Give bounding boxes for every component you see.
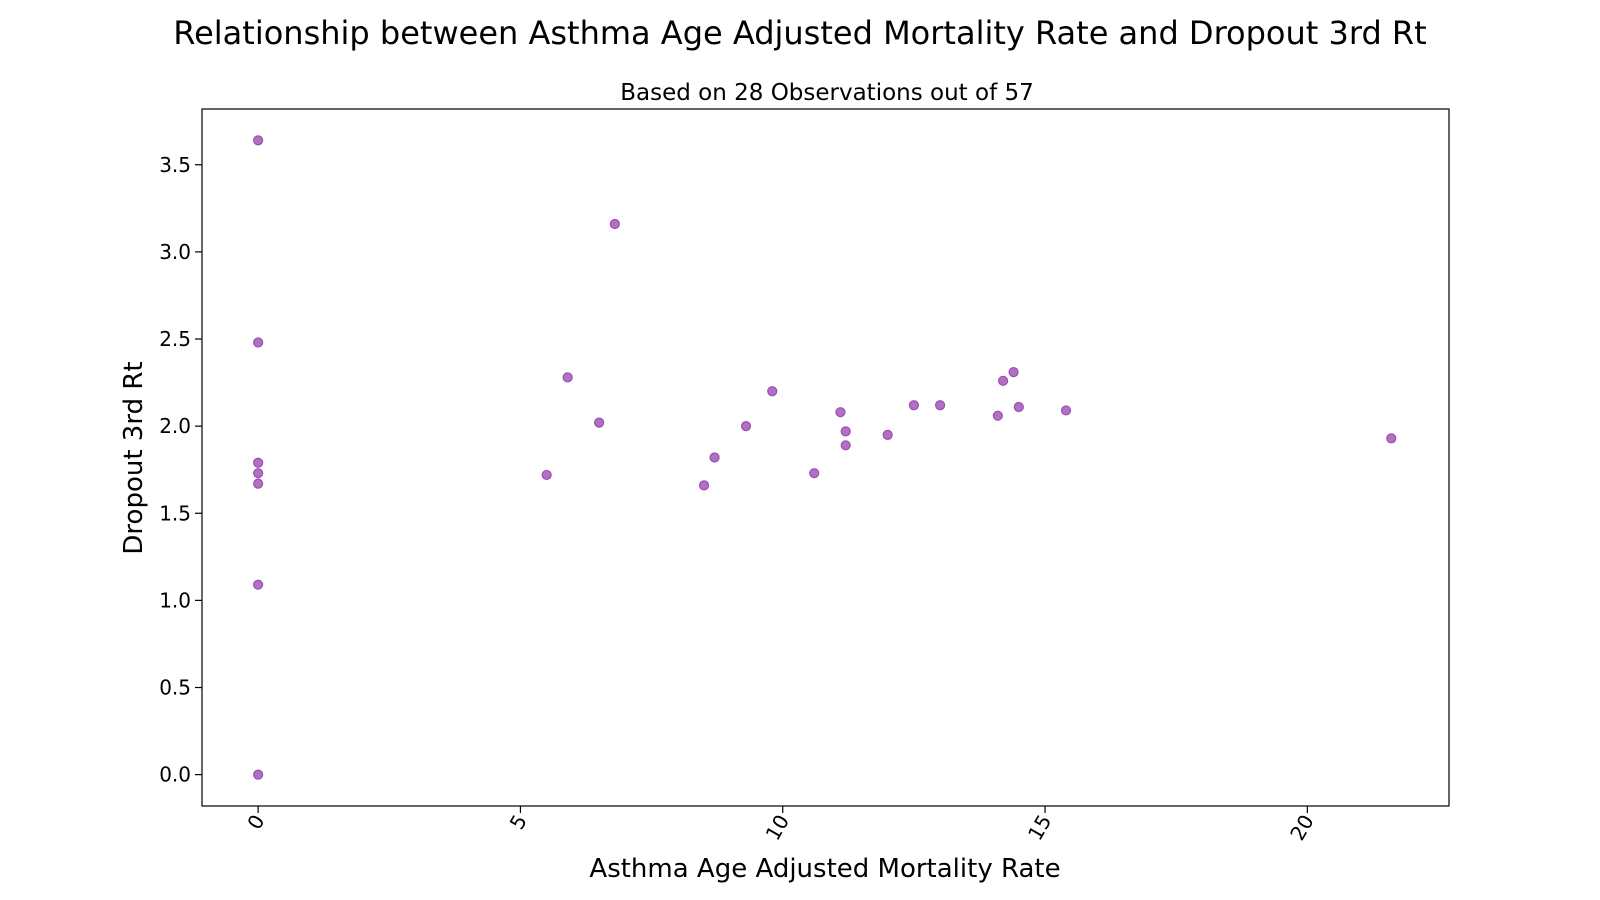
scatter-point xyxy=(840,426,851,437)
y-tick-label: 1.0 xyxy=(159,588,191,612)
plot-area-frame xyxy=(201,108,1450,807)
scatter-point xyxy=(1386,433,1397,444)
chart-title: Relationship between Asthma Age Adjusted… xyxy=(173,14,1426,52)
scatter-point xyxy=(992,410,1003,421)
scatter-point xyxy=(1013,401,1024,413)
y-tick-label: 0.0 xyxy=(159,763,191,787)
chart-subtitle: Based on 28 Observations out of 57 xyxy=(620,80,1034,106)
scatter-point xyxy=(767,386,778,397)
scatter-point xyxy=(1008,367,1019,378)
scatter-point xyxy=(835,407,846,418)
y-tick-label: 2.0 xyxy=(159,414,191,438)
scatter-point xyxy=(840,440,851,451)
scatter-point xyxy=(253,468,264,479)
scatter-point xyxy=(253,337,264,348)
scatter-point xyxy=(609,218,620,230)
scatter-point xyxy=(253,478,264,489)
scatter-point xyxy=(253,135,264,146)
scatter-point xyxy=(997,375,1009,386)
scatter-point xyxy=(541,469,552,481)
y-tick-label: 2.5 xyxy=(159,327,191,351)
x-tick-label: 15 xyxy=(1023,811,1057,845)
scatter-point xyxy=(253,769,264,780)
scatter-point xyxy=(908,400,919,411)
scatter-point xyxy=(253,579,264,590)
x-tick-label: 0 xyxy=(242,811,269,834)
scatter-point xyxy=(1060,405,1072,416)
scatter-point xyxy=(253,457,264,468)
x-tick-label: 20 xyxy=(1285,811,1319,845)
y-tick-label: 1.5 xyxy=(159,501,191,525)
scatter-point xyxy=(698,480,710,491)
x-axis-label: Asthma Age Adjusted Mortality Rate xyxy=(589,854,1060,884)
scatter-point xyxy=(935,400,946,411)
y-tick-label: 3.5 xyxy=(159,153,191,177)
scatter-point xyxy=(594,417,605,428)
x-tick-label: 10 xyxy=(761,811,795,845)
scatter-point xyxy=(562,372,573,383)
y-tick-label: 0.5 xyxy=(159,676,191,700)
x-axis: 0 5 10 15 20 xyxy=(242,806,1319,845)
scatter-point xyxy=(709,452,720,463)
x-tick-label: 5 xyxy=(505,811,532,834)
data-points xyxy=(253,135,1397,780)
scatter-point xyxy=(809,468,820,479)
y-axis: 0.0 0.5 1.0 1.5 2.0 2.5 3.0 3.5 xyxy=(159,153,202,787)
y-tick-label: 3.0 xyxy=(159,240,191,264)
scatter-point xyxy=(740,421,752,432)
scatter-point xyxy=(882,429,893,440)
y-axis-label: Dropout 3rd Rt xyxy=(119,361,149,554)
